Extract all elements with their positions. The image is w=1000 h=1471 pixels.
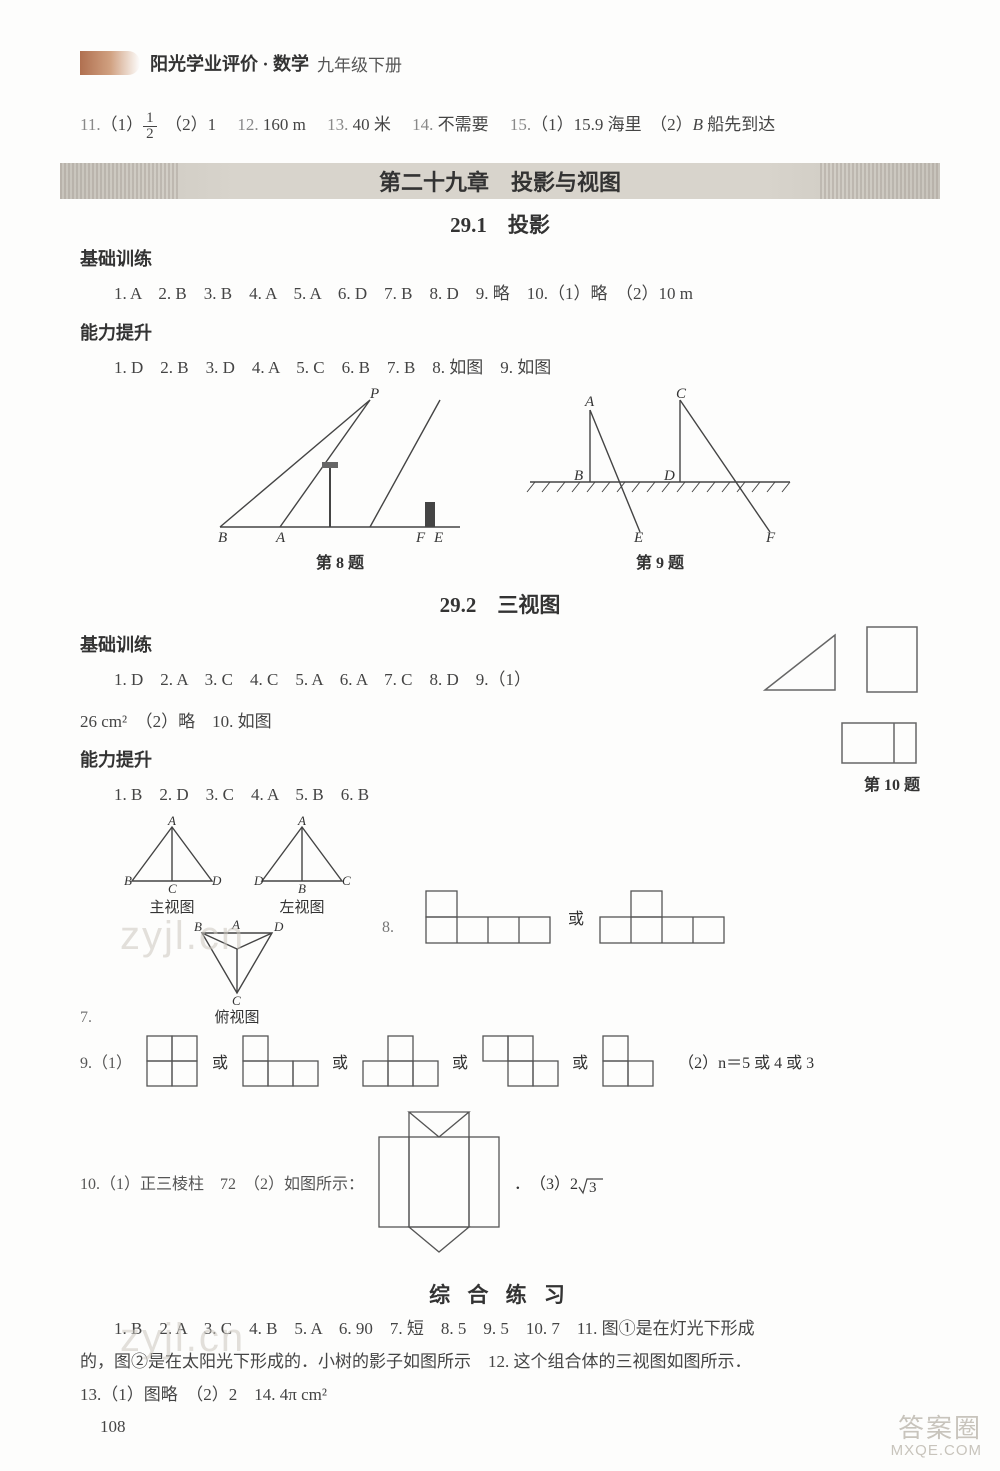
q9-label: 9.（1） xyxy=(80,1049,132,1073)
front-view-label: 主视图 xyxy=(122,896,222,917)
label-F9: F xyxy=(765,530,776,546)
svg-text:B: B xyxy=(124,873,132,888)
svg-text:D: D xyxy=(211,873,222,888)
row-q10: 10.（1）正三棱柱 72 （2）如图所示： ． （3）23 xyxy=(80,1107,920,1257)
wm-br-2: MXQE.COM xyxy=(891,1443,982,1460)
svg-text:D: D xyxy=(273,919,284,934)
row-29-2: 基础训练 1. D 2. A 3. C 4. C 5. A 6. A 7. C … xyxy=(80,625,920,817)
answers-29-2-adv: 1. B 2. D 3. C 4. A 5. B 6. B xyxy=(80,776,700,813)
label-A8: A xyxy=(275,530,286,546)
q10-net xyxy=(374,1107,504,1257)
chapter-banner: 第二十九章 投影与视图 xyxy=(60,163,940,199)
label-P: P xyxy=(369,386,379,402)
figure-row-8-9: P B A F E 第 8 题 xyxy=(80,392,920,573)
answers-29-2-basic-a: 1. D 2. A 3. C 4. C 5. A 6. A 7. C 8. D … xyxy=(80,661,700,698)
row-q9: 9.（1） 或 或 或 或 （2）n＝5 或 4 或 3 xyxy=(80,1033,920,1089)
figure-10-tri xyxy=(755,625,845,695)
figure-10-side: 第 10 题 xyxy=(720,625,920,795)
svg-text:3: 3 xyxy=(589,1180,597,1196)
q7-figs: ABCD 主视图 ADBC 左视图 xyxy=(122,821,352,1027)
svg-text:A: A xyxy=(297,813,306,828)
q8-label: 8. xyxy=(382,919,394,937)
q9-tail: （2）n＝5 或 4 或 3 xyxy=(678,1049,814,1073)
label-A9: A xyxy=(584,394,595,410)
block-label-basic-1: 基础训练 xyxy=(80,245,920,271)
label-E9: E xyxy=(633,530,643,546)
watermark-bottom-right: 答案圈 MXQE.COM xyxy=(891,1414,982,1459)
svg-text:A: A xyxy=(231,917,240,932)
answers-29-1-adv: 1. D 2. B 3. D 4. A 5. C 6. B 7. B 8. 如图… xyxy=(80,349,920,386)
q10-a: 10.（1）正三棱柱 72 （2）如图所示： xyxy=(80,1170,364,1194)
answers-29-2-col: 基础训练 1. D 2. A 3. C 4. C 5. A 6. A 7. C … xyxy=(80,625,700,817)
comp-title: 综 合 练 习 xyxy=(80,1279,920,1309)
page-number: 108 xyxy=(100,1417,126,1437)
q8-figs: 或 xyxy=(424,887,728,947)
q9-or4: 或 xyxy=(572,1049,588,1073)
page-header: 阳光学业评价 · 数学 九年级下册 xyxy=(80,50,920,76)
answers-29-2-basic-b: 26 cm² （2）略 10. 如图 xyxy=(80,703,700,740)
svg-text:A: A xyxy=(167,813,176,828)
figure-10-split xyxy=(840,721,920,767)
left-view-label: 左视图 xyxy=(252,896,352,917)
top-view-label: 俯视图 xyxy=(122,1006,352,1027)
figure-8: P B A F E 第 8 题 xyxy=(210,392,470,573)
q8-or: 或 xyxy=(568,905,584,929)
figure-9-caption: 第 9 题 xyxy=(530,549,790,573)
comp-line2: 的，图②是在太阳光下形成的．小树的影子如图所示 12. 这个组合体的三视图如图所… xyxy=(80,1348,920,1377)
label-B9: B xyxy=(574,468,583,484)
svg-text:B: B xyxy=(298,881,306,896)
figure-8-caption: 第 8 题 xyxy=(210,549,470,573)
q9-or2: 或 xyxy=(332,1049,348,1073)
q9-or3: 或 xyxy=(452,1049,468,1073)
svg-text:B: B xyxy=(194,919,202,934)
wm-br-1: 答案圈 xyxy=(891,1414,982,1443)
label-E8: E xyxy=(433,530,443,546)
q9-or1: 或 xyxy=(212,1049,228,1073)
q7-label: 7. xyxy=(80,1009,92,1027)
page: 阳光学业评价 · 数学 九年级下册 11.（1）12 （2）1 12. 160 … xyxy=(0,0,1000,1471)
label-C9: C xyxy=(676,386,687,402)
block-label-adv-2: 能力提升 xyxy=(80,746,700,772)
section-29-2-title: 29.2 三视图 xyxy=(80,589,920,619)
section-29-1-title: 29.1 投影 xyxy=(80,209,920,239)
label-F8: F xyxy=(415,530,426,546)
block-label-basic-2: 基础训练 xyxy=(80,631,700,657)
book-title: 阳光学业评价 · 数学 xyxy=(150,50,309,76)
figure-10-caption: 第 10 题 xyxy=(720,771,920,795)
figure-9-svg: A B C D E F xyxy=(530,392,790,542)
svg-text:D: D xyxy=(253,873,264,888)
label-B8: B xyxy=(218,530,227,546)
label-D9: D xyxy=(663,468,675,484)
svg-text:C: C xyxy=(342,873,351,888)
figure-9: A B C D E F 第 9 题 xyxy=(530,392,790,573)
svg-text:C: C xyxy=(168,881,177,896)
figure-10-rect xyxy=(865,625,920,695)
figure-8-svg: P B A F E xyxy=(210,392,470,542)
book-sub: 九年级下册 xyxy=(317,51,402,76)
header-swoosh-icon xyxy=(80,51,140,75)
q10-b: ． （3）23 xyxy=(514,1170,604,1194)
row-q7-q8: 7. ABCD 主视图 ADBC xyxy=(80,821,920,1027)
comp-line3: 13.（1）图略 （2）2 14. 4π cm² xyxy=(80,1381,920,1410)
answers-29-1-basic: 1. A 2. B 3. B 4. A 5. A 6. D 7. B 8. D … xyxy=(80,275,920,312)
block-label-adv-1: 能力提升 xyxy=(80,319,920,345)
comp-line1: 1. B 2. A 3. C 4. B 5. A 6. 90 7. 短 8. 5… xyxy=(80,1315,920,1344)
top-answers: 11.（1）12 （2）1 12. 160 m 13. 40 米 14. 不需要… xyxy=(80,106,920,143)
